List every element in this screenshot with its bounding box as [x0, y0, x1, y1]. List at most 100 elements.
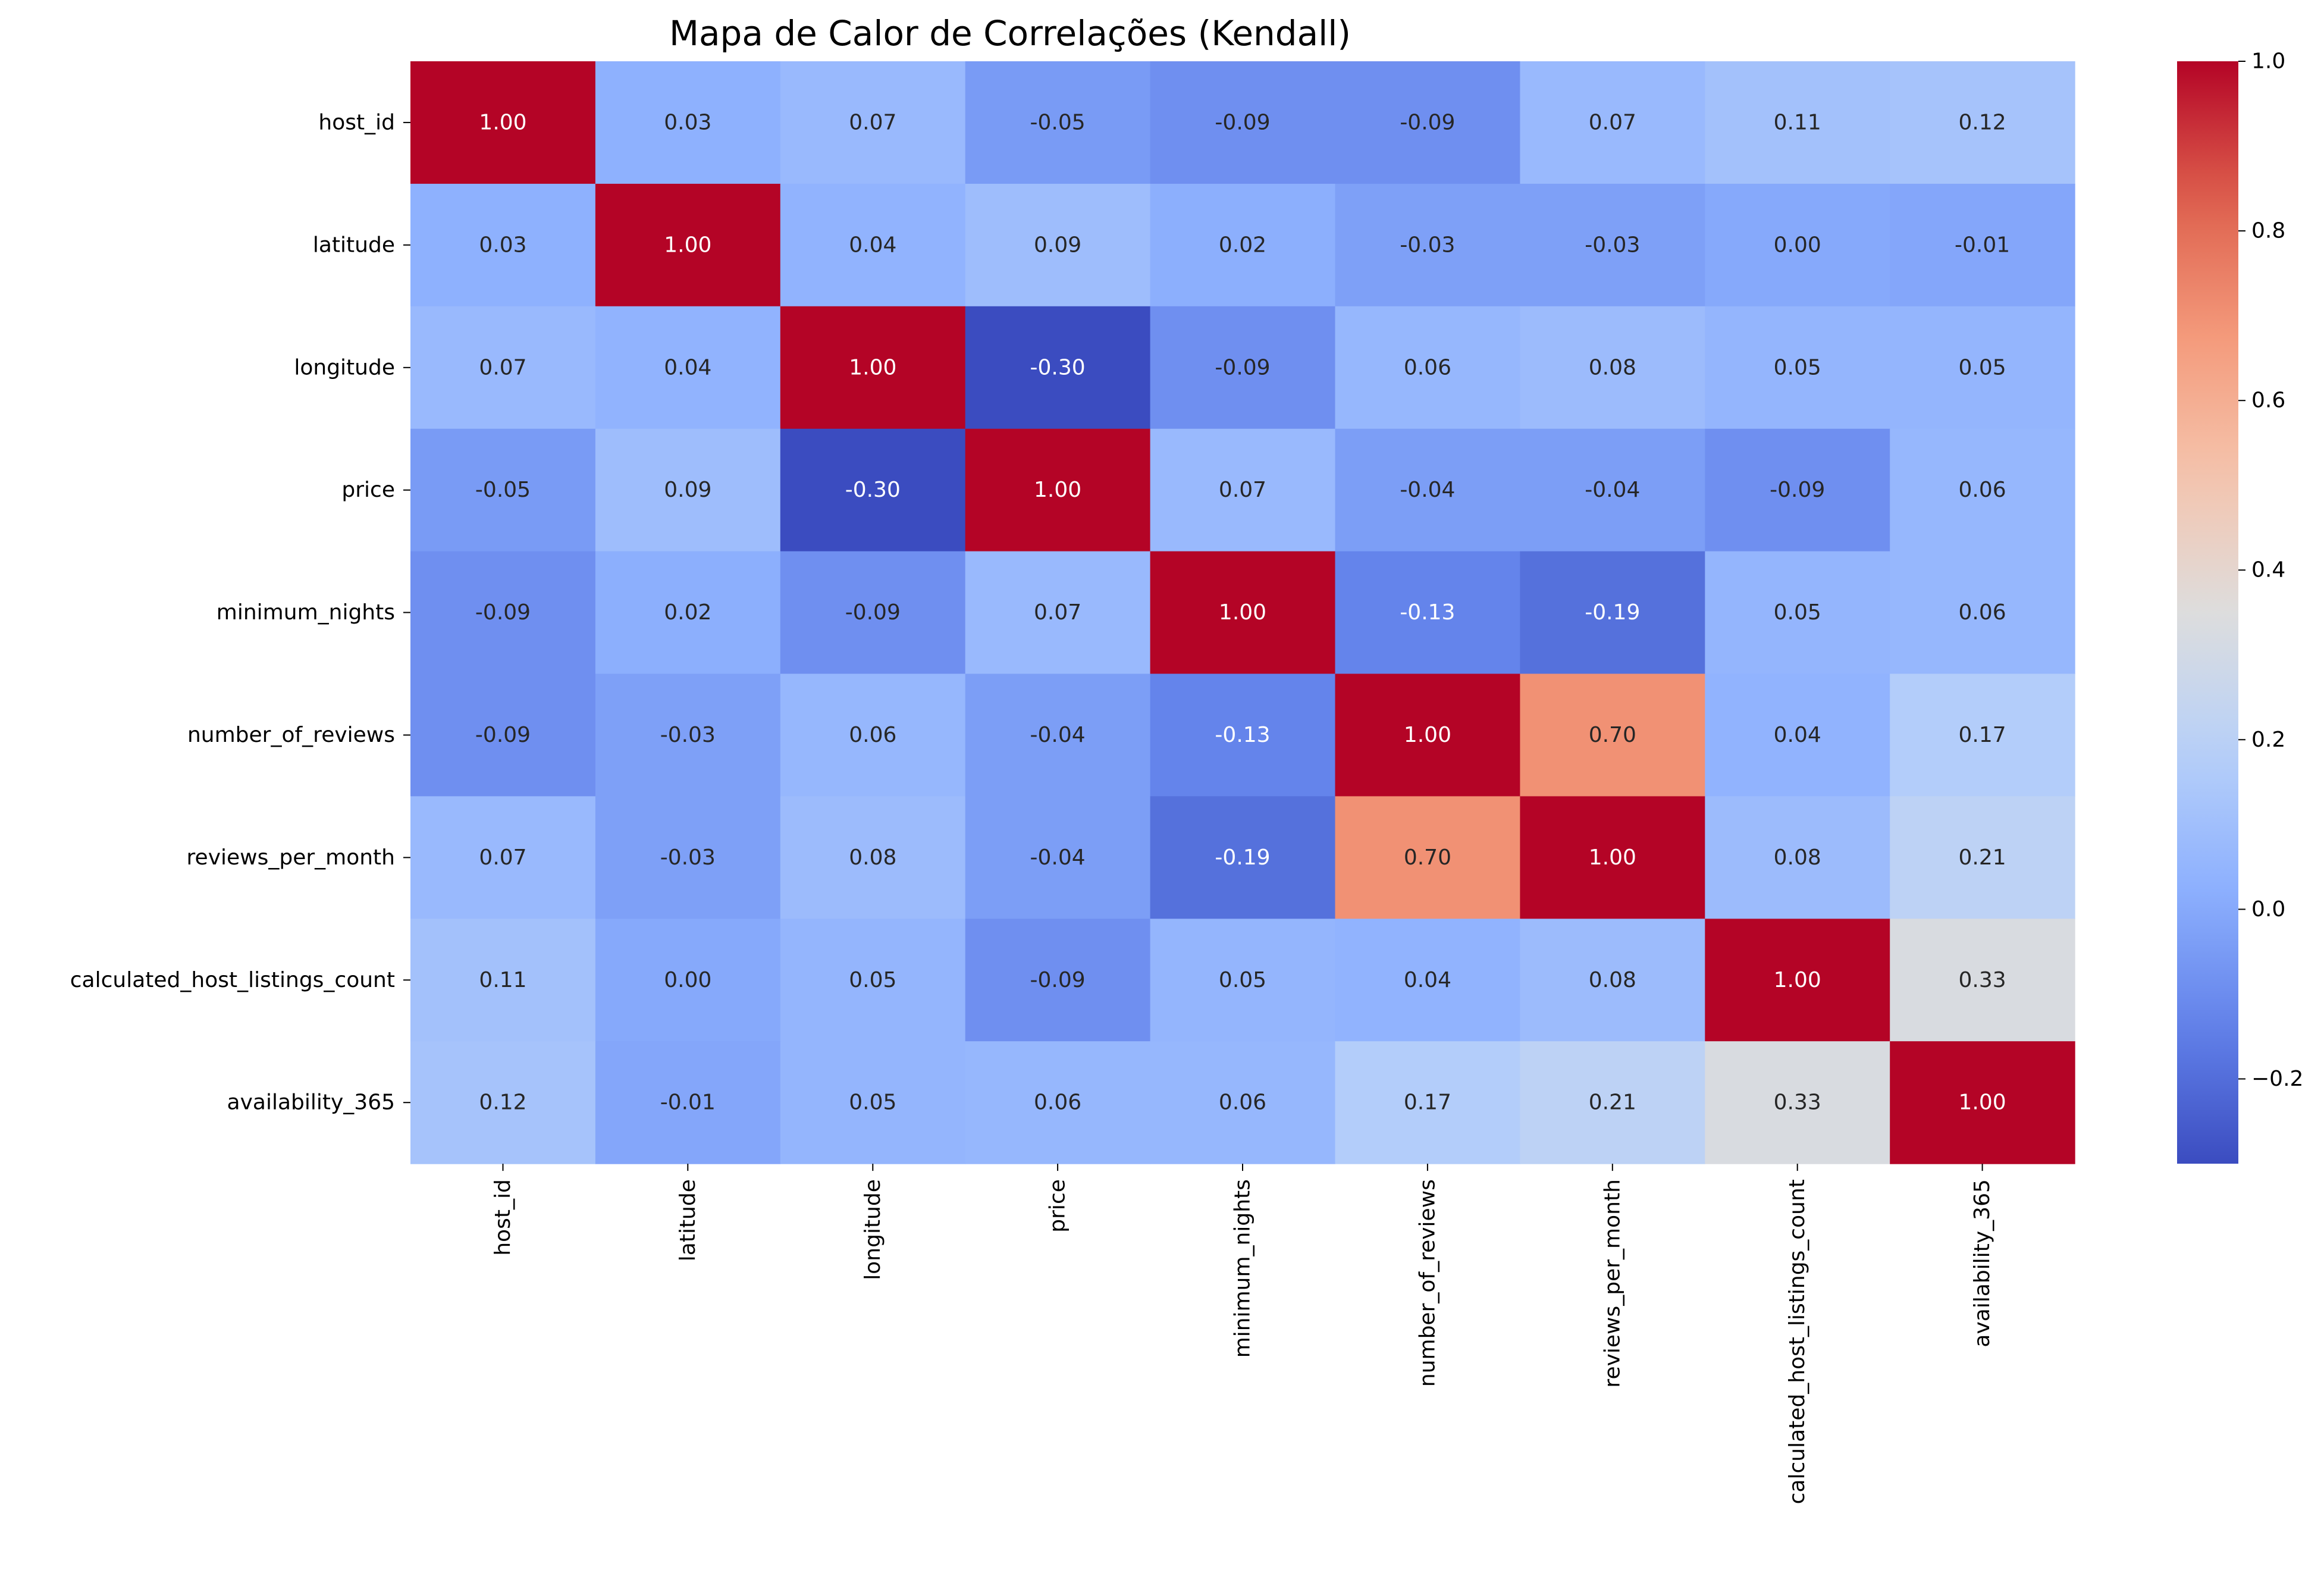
heatmap-cell — [965, 673, 1151, 797]
heatmap-cell-value: -0.03 — [660, 723, 716, 747]
heatmap-cell — [1705, 919, 1890, 1042]
x-tick-label: minimum_nights — [1231, 1179, 1255, 1358]
heatmap-cell-value: 0.05 — [1774, 600, 1821, 625]
heatmap-cell — [965, 1041, 1151, 1164]
heatmap-cell — [1890, 61, 2075, 184]
heatmap-cell — [410, 796, 596, 919]
heatmap-cell — [1705, 551, 1890, 675]
heatmap-cell-value: -0.09 — [475, 600, 531, 625]
x-tick-label: price — [1046, 1179, 1070, 1233]
x-tick-label: host_id — [491, 1179, 515, 1256]
heatmap-cell-value: 0.21 — [1959, 845, 2006, 870]
heatmap-cell — [1890, 919, 2075, 1042]
heatmap-cell — [965, 551, 1151, 675]
heatmap-cell — [780, 61, 966, 184]
heatmap-value-labels: 1.00 0.03 0.07 -0.05 -0.09 -0.09 0.07 0.11 0.12 0… — [475, 110, 2010, 1114]
heatmap-cell-value: -0.19 — [1215, 845, 1270, 870]
heatmap-cell — [1890, 796, 2075, 919]
x-tick-label: latitude — [676, 1179, 700, 1261]
heatmap-cell-value: -0.04 — [1585, 478, 1640, 502]
y-tick-label: minimum_nights — [217, 600, 395, 625]
heatmap-cell-value: 0.04 — [664, 355, 711, 380]
heatmap-cell — [1335, 796, 1520, 919]
heatmap-cell — [1335, 551, 1520, 675]
y-tick-label: longitude — [294, 355, 395, 380]
heatmap-cell — [1890, 428, 2075, 552]
heatmap-cell-value: -0.13 — [1400, 600, 1455, 625]
heatmap-cell-value: 0.04 — [849, 233, 896, 257]
heatmap-cell — [965, 919, 1151, 1042]
heatmap-cell-value: 0.07 — [1034, 600, 1081, 625]
heatmap-cell-value: 0.17 — [1404, 1091, 1451, 1115]
x-tick-label: availability_365 — [1970, 1179, 1994, 1347]
heatmap-cell — [595, 61, 781, 184]
heatmap-cell-value: 0.03 — [664, 110, 711, 134]
y-tick-label: latitude — [313, 233, 395, 257]
heatmap-cell — [1520, 306, 1705, 430]
heatmap-cell — [965, 306, 1151, 430]
heatmap-cell — [1335, 1041, 1520, 1164]
heatmap-cell-value: -0.09 — [1770, 478, 1825, 502]
heatmap-cell — [1890, 1041, 2075, 1164]
heatmap-cell-value: -0.13 — [1215, 723, 1270, 747]
heatmap-cell — [780, 428, 966, 552]
heatmap-cell — [1705, 306, 1890, 430]
heatmap-cell — [1335, 428, 1520, 552]
y-tick-label: calculated_host_listings_count — [70, 968, 395, 992]
heatmap-cell — [1335, 306, 1520, 430]
heatmap-cell — [595, 919, 781, 1042]
heatmap-cell-value: 0.06 — [1219, 1091, 1266, 1115]
heatmap-cell-value: 0.09 — [664, 478, 711, 502]
heatmap-cell — [1150, 551, 1336, 675]
heatmap-cell-value: 0.07 — [1589, 110, 1636, 134]
heatmap-cell-value: 0.21 — [1589, 1091, 1636, 1115]
heatmap-cell-value: -0.30 — [845, 478, 901, 502]
heatmap-cell — [410, 428, 596, 552]
heatmap-cell-value: -0.04 — [1400, 478, 1455, 502]
colorbar-tick-label: 0.2 — [2251, 728, 2285, 752]
heatmap-cell-value: -0.30 — [1030, 355, 1086, 380]
heatmap-cell — [410, 183, 596, 307]
heatmap-cell — [1520, 919, 1705, 1042]
heatmap-cell-value: -0.03 — [660, 845, 716, 870]
heatmap-cell-value: 0.05 — [849, 1091, 896, 1115]
heatmap-cell — [780, 673, 966, 797]
heatmap-cell — [780, 551, 966, 675]
heatmap-cell — [965, 183, 1151, 307]
heatmap-cell-value: 0.08 — [1589, 355, 1636, 380]
heatmap-cell-value: -0.01 — [1955, 233, 2010, 257]
heatmap-cell-value: 0.70 — [1404, 845, 1451, 870]
y-tick-label: availability_365 — [227, 1091, 395, 1115]
heatmap-cell-value: 0.08 — [849, 845, 896, 870]
heatmap-cell — [965, 61, 1151, 184]
heatmap-cell-value: 0.07 — [479, 845, 526, 870]
colorbar-tick-label: 0.0 — [2251, 897, 2285, 922]
heatmap-cell-value: 0.00 — [664, 968, 711, 992]
heatmap-cell — [595, 796, 781, 919]
heatmap-cell-value: 0.07 — [479, 355, 526, 380]
heatmap-cell — [1705, 183, 1890, 307]
heatmap-cell-value: 0.06 — [1959, 478, 2006, 502]
heatmap-cell — [1150, 673, 1336, 797]
heatmap-cell — [1705, 61, 1890, 184]
heatmap-cell — [780, 183, 966, 307]
heatmap-cell — [595, 673, 781, 797]
heatmap-cell-value: 0.05 — [1219, 968, 1266, 992]
heatmap-cell-value: 1.00 — [1034, 478, 1081, 502]
heatmap-cell — [780, 796, 966, 919]
y-tick-label: reviews_per_month — [187, 845, 395, 870]
y-tick-label: price — [341, 478, 395, 502]
heatmap-cell-value: 0.07 — [849, 110, 896, 134]
heatmap-cell-value: 1.00 — [1589, 845, 1636, 870]
heatmap-cell-value: -0.09 — [1215, 355, 1270, 380]
heatmap-cell — [965, 796, 1151, 919]
heatmap-cell-value: -0.04 — [1030, 723, 1086, 747]
heatmap-cell-value: 0.06 — [1034, 1091, 1081, 1115]
heatmap-cell-value: 0.33 — [1774, 1091, 1821, 1115]
heatmap-cell — [1150, 919, 1336, 1042]
heatmap-cell-value: 1.00 — [479, 110, 526, 134]
heatmap-cell-value: 0.33 — [1959, 968, 2006, 992]
heatmap-cell-value: 0.17 — [1959, 723, 2006, 747]
heatmap-cell-value: -0.09 — [1400, 110, 1455, 134]
